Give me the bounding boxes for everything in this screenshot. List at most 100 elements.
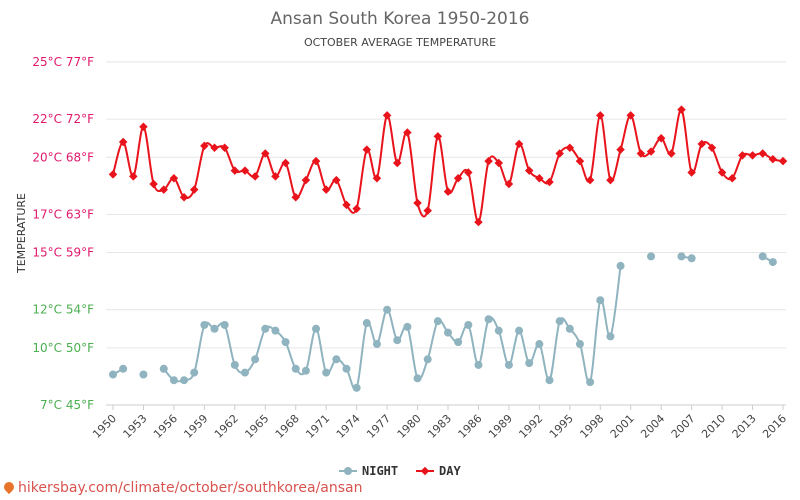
day-point[interactable]	[738, 151, 747, 160]
night-point[interactable]	[312, 324, 321, 333]
day-point[interactable]	[575, 156, 585, 166]
night-point[interactable]	[352, 383, 361, 392]
night-point[interactable]	[464, 320, 473, 329]
day-point[interactable]	[291, 193, 300, 202]
day-point[interactable]	[200, 141, 209, 151]
day-point[interactable]	[230, 166, 240, 175]
night-point[interactable]	[271, 326, 280, 335]
night-point[interactable]	[454, 338, 463, 347]
day-point[interactable]	[748, 151, 757, 160]
night-point[interactable]	[565, 324, 574, 333]
day-point[interactable]	[392, 158, 402, 168]
night-point[interactable]	[383, 305, 392, 314]
day-point[interactable]	[504, 179, 514, 189]
night-point[interactable]	[687, 254, 696, 263]
night-point[interactable]	[504, 360, 513, 369]
day-point[interactable]	[240, 166, 250, 175]
day-point[interactable]	[139, 122, 148, 132]
day-point[interactable]	[484, 156, 493, 166]
day-point[interactable]	[311, 156, 321, 166]
night-point[interactable]	[301, 366, 310, 375]
day-point[interactable]	[423, 206, 432, 215]
legend-item-night[interactable]: NIGHT	[339, 464, 398, 478]
night-point[interactable]	[240, 368, 249, 377]
day-point[interactable]	[108, 170, 118, 179]
day-point[interactable]	[453, 173, 463, 183]
day-point[interactable]	[616, 145, 625, 154]
day-point[interactable]	[342, 200, 351, 210]
night-point[interactable]	[535, 340, 544, 349]
day-point[interactable]	[179, 193, 189, 202]
night-point[interactable]	[200, 320, 209, 329]
day-point[interactable]	[727, 173, 737, 183]
night-point[interactable]	[169, 376, 178, 385]
day-point[interactable]	[261, 149, 270, 158]
night-point[interactable]	[403, 322, 412, 331]
night-point[interactable]	[342, 364, 351, 373]
night-point[interactable]	[474, 360, 483, 369]
night-point[interactable]	[423, 355, 432, 364]
night-point[interactable]	[606, 332, 615, 341]
night-point[interactable]	[372, 340, 381, 349]
night-point[interactable]	[159, 364, 168, 373]
night-point[interactable]	[596, 296, 605, 305]
day-point[interactable]	[220, 143, 229, 152]
day-point[interactable]	[382, 111, 392, 120]
night-point[interactable]	[139, 370, 148, 379]
day-point[interactable]	[413, 198, 422, 208]
night-point[interactable]	[281, 338, 290, 347]
night-point[interactable]	[647, 252, 656, 261]
day-point[interactable]	[169, 173, 179, 183]
day-point[interactable]	[159, 185, 169, 194]
night-point[interactable]	[393, 336, 402, 345]
night-point[interactable]	[220, 320, 229, 329]
day-point[interactable]	[362, 145, 372, 154]
night-point[interactable]	[545, 376, 554, 385]
night-point[interactable]	[109, 370, 117, 379]
night-point[interactable]	[180, 376, 189, 385]
day-point[interactable]	[352, 204, 361, 213]
day-point[interactable]	[189, 185, 199, 194]
night-point[interactable]	[677, 252, 686, 261]
day-point[interactable]	[758, 149, 767, 158]
night-point[interactable]	[291, 364, 300, 373]
day-point[interactable]	[443, 187, 453, 196]
night-point[interactable]	[433, 317, 442, 326]
day-point[interactable]	[301, 175, 311, 185]
source-watermark[interactable]: hikersbay.com/climate/october/southkorea…	[1, 479, 362, 496]
night-point[interactable]	[555, 317, 564, 326]
day-point[interactable]	[210, 143, 219, 152]
night-point[interactable]	[525, 359, 534, 368]
day-point[interactable]	[118, 137, 128, 147]
day-point[interactable]	[372, 173, 382, 183]
night-point[interactable]	[322, 368, 331, 377]
day-point[interactable]	[768, 154, 778, 164]
day-point[interactable]	[250, 172, 260, 181]
night-point[interactable]	[515, 326, 524, 335]
night-point[interactable]	[332, 355, 341, 364]
day-point[interactable]	[281, 158, 290, 168]
day-point[interactable]	[697, 139, 707, 149]
day-point[interactable]	[474, 217, 483, 227]
day-point[interactable]	[433, 132, 443, 141]
night-point[interactable]	[484, 315, 493, 324]
night-point[interactable]	[190, 368, 199, 377]
day-point[interactable]	[129, 172, 138, 181]
night-point[interactable]	[575, 340, 584, 349]
night-point[interactable]	[230, 360, 239, 369]
day-point[interactable]	[403, 128, 412, 137]
day-point[interactable]	[596, 111, 605, 120]
night-point[interactable]	[362, 319, 371, 328]
night-point[interactable]	[586, 378, 595, 387]
legend-item-day[interactable]: DAY	[416, 464, 461, 478]
day-point[interactable]	[545, 177, 554, 187]
night-point[interactable]	[758, 252, 767, 261]
day-point[interactable]	[321, 185, 331, 194]
day-point[interactable]	[464, 168, 473, 177]
day-point[interactable]	[494, 158, 504, 168]
night-point[interactable]	[261, 324, 270, 333]
day-point[interactable]	[778, 156, 788, 166]
night-point[interactable]	[251, 355, 260, 364]
night-point[interactable]	[616, 261, 625, 270]
night-point[interactable]	[768, 258, 777, 267]
